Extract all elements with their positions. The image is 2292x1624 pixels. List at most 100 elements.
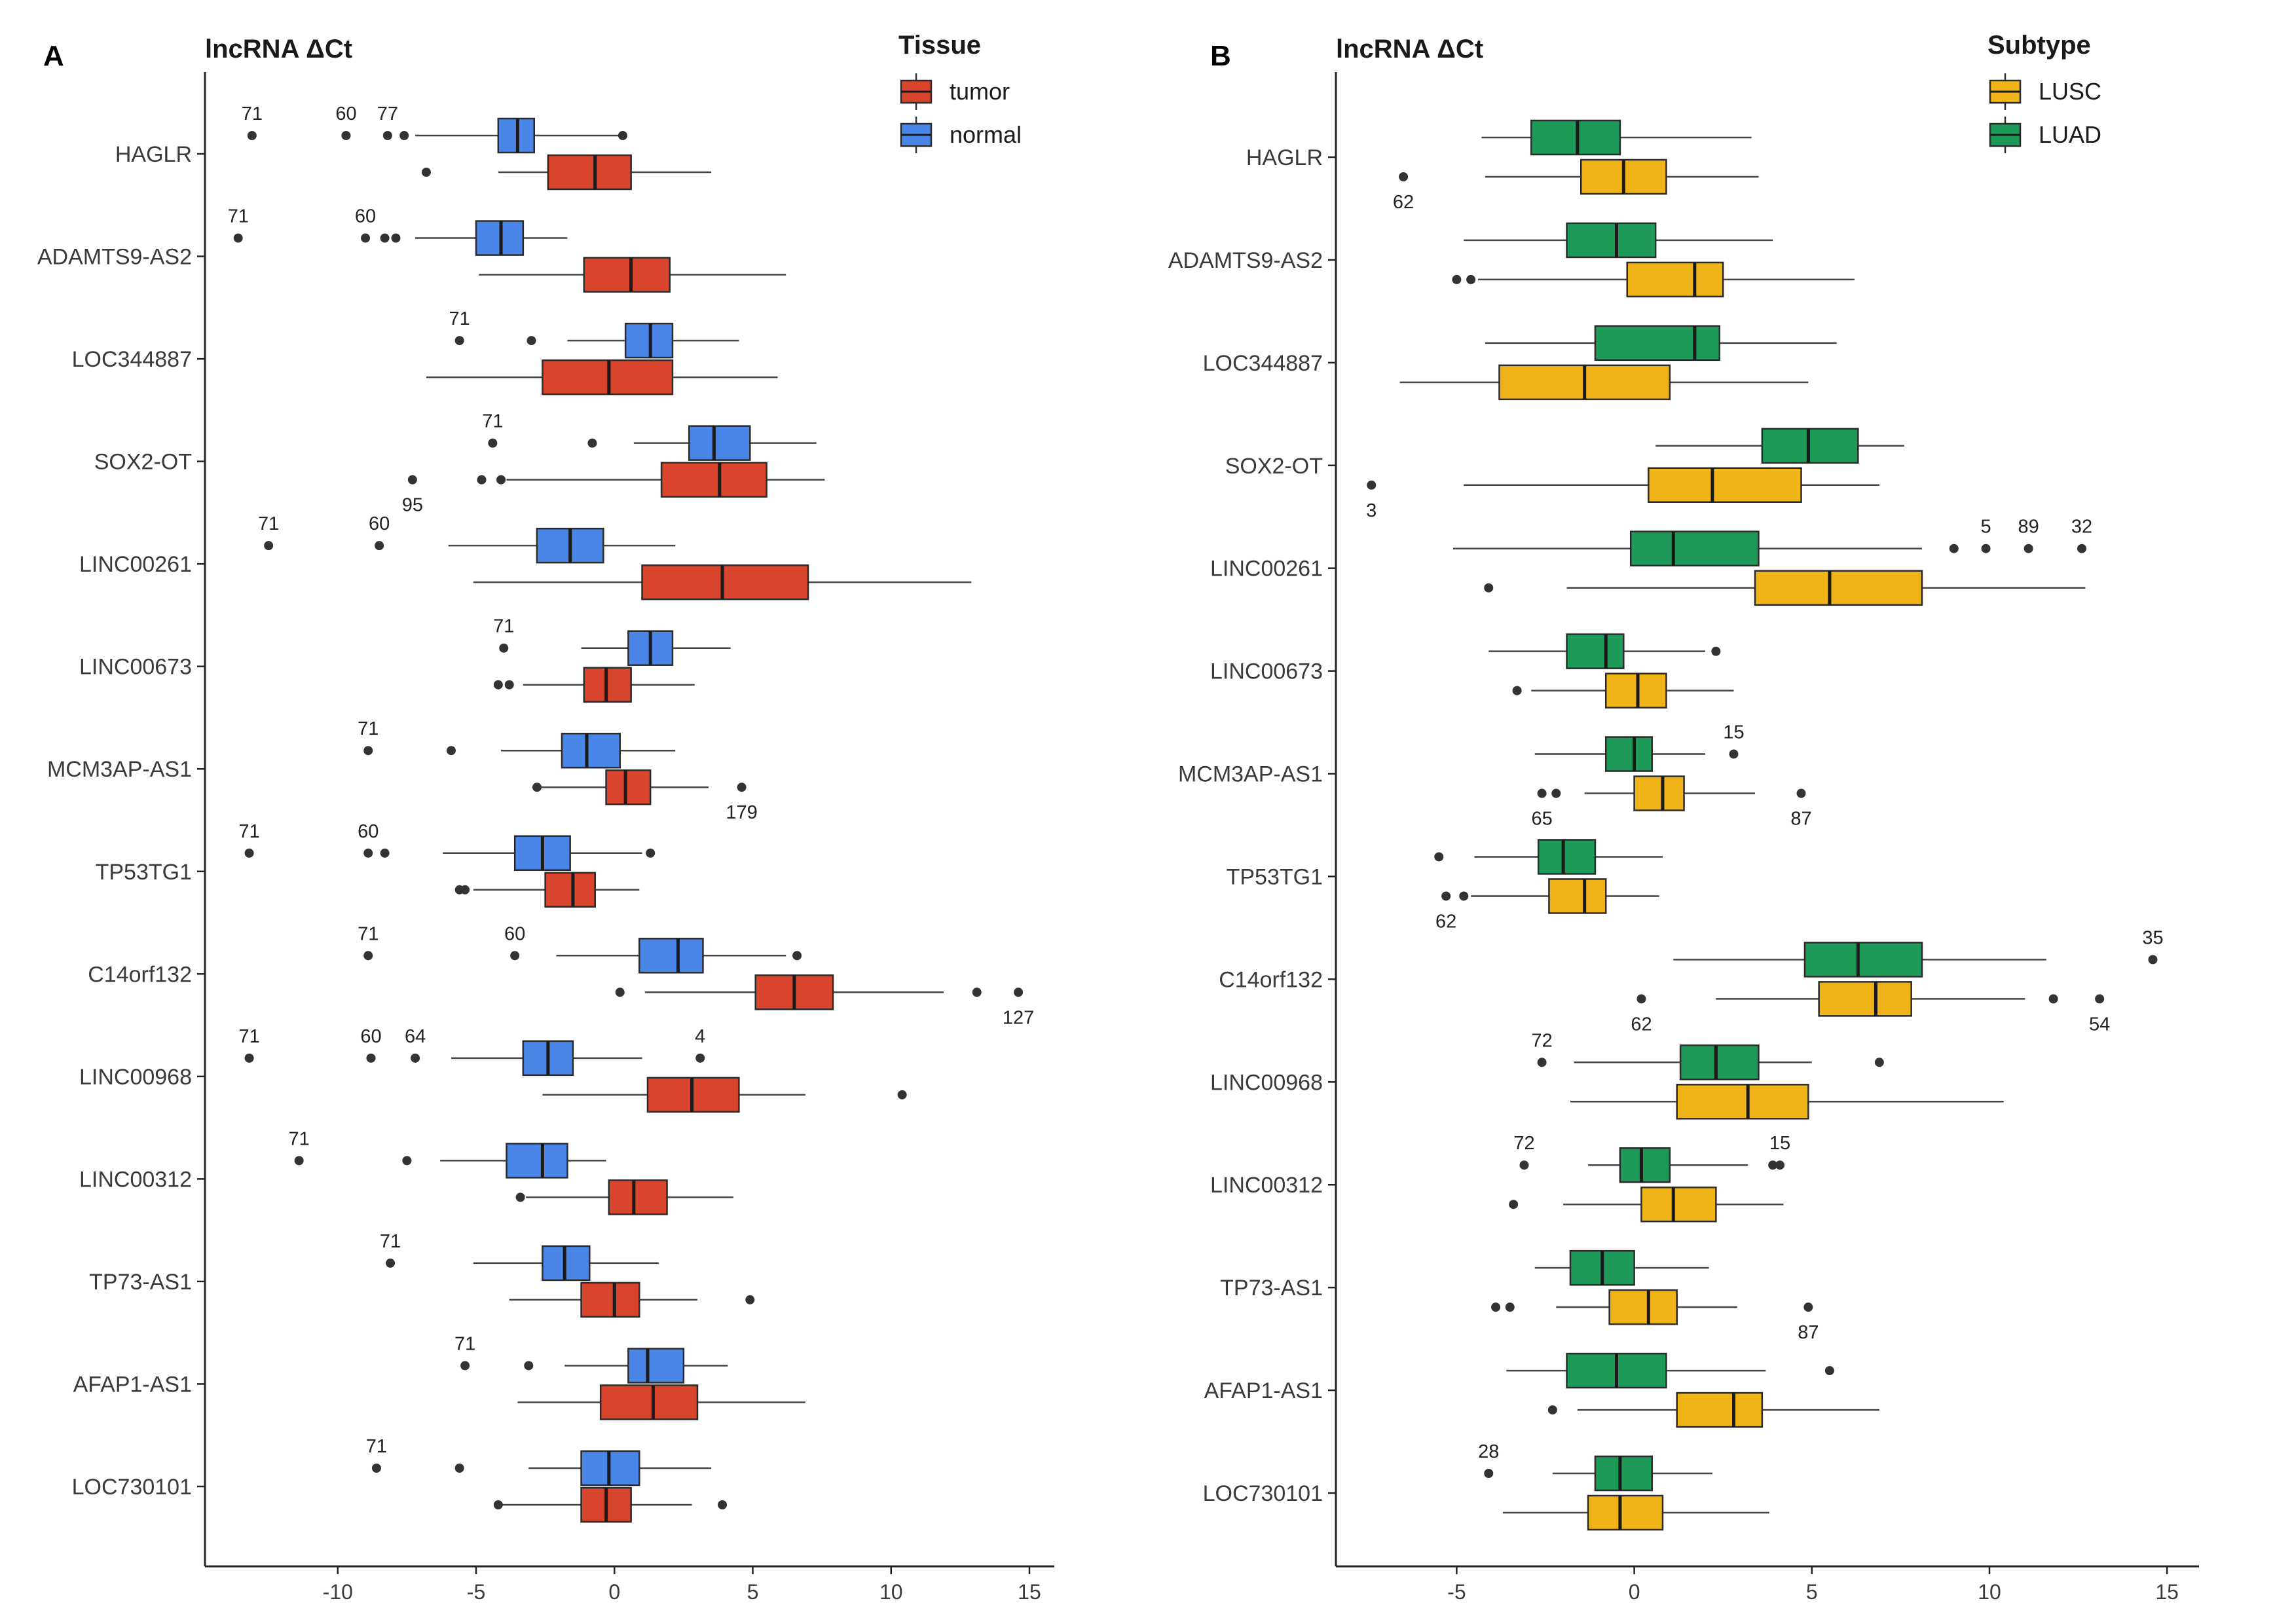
panel-label: B xyxy=(1210,40,1231,72)
box-adamts9-as2-luad xyxy=(1566,222,1657,259)
y-category-label: HAGLR xyxy=(1246,145,1323,170)
box-adamts9-as2-tumor xyxy=(583,257,671,293)
y-category-label: TP73-AS1 xyxy=(1220,1276,1323,1301)
y-category-label: LOC344887 xyxy=(72,347,192,372)
box-mcm3ap-as1-normal xyxy=(561,732,621,769)
box-linc00968-normal-outlier-label: 4 xyxy=(695,1026,705,1047)
x-tick-label: 0 xyxy=(1629,1580,1640,1604)
y-category-label: MCM3AP-AS1 xyxy=(1178,762,1323,787)
box-c14orf132-normal-outlier-label: 60 xyxy=(504,923,525,944)
box-linc00312-normal xyxy=(506,1143,568,1179)
box-afap1-as1-lusc xyxy=(1676,1392,1764,1428)
box-tp53tg1-tumor xyxy=(544,872,596,908)
box-tp73-as1-lusc-outlier-label: 87 xyxy=(1798,1322,1819,1343)
panel-label: A xyxy=(43,40,64,72)
box-adamts9-as2-normal-outlier-point xyxy=(391,233,401,243)
x-tick-label: 15 xyxy=(2155,1580,2179,1604)
box-haglr-normal-outlier-label: 60 xyxy=(335,103,356,124)
y-category-label: LOC730101 xyxy=(72,1475,192,1500)
box-tp53tg1-lusc-outlier-label: 62 xyxy=(1435,911,1456,932)
y-category-label: TP73-AS1 xyxy=(89,1270,192,1295)
box-adamts9-as2-lusc xyxy=(1626,261,1724,298)
box-linc00968-normal-outlier-point xyxy=(695,1053,705,1063)
box-adamts9-as2-normal-outlier-label: 71 xyxy=(228,206,249,227)
box-linc00312-luad-outlier-point xyxy=(1519,1160,1529,1170)
box-c14orf132-lusc-outlier-point xyxy=(2095,994,2105,1004)
box-loc730101-normal-outlier-label: 71 xyxy=(366,1436,387,1457)
y-category-label: LINC00968 xyxy=(79,1065,192,1090)
y-category-label: LOC344887 xyxy=(1203,351,1323,376)
box-sox2-ot-lusc-outlier-point xyxy=(1367,480,1377,490)
y-category-label: LINC00968 xyxy=(1210,1070,1323,1095)
box-sox2-ot-tumor-outlier-label: 95 xyxy=(402,495,423,516)
box-sox2-ot-tumor-outlier-point xyxy=(477,475,487,485)
box-linc00968-normal-outlier-label: 60 xyxy=(360,1026,381,1047)
box-mcm3ap-as1-tumor-outlier-label: 179 xyxy=(726,802,757,823)
box-mcm3ap-as1-lusc-outlier-label: 87 xyxy=(1790,809,1811,830)
box-linc00968-normal-outlier-point xyxy=(244,1053,254,1063)
box-linc00968-luad-outlier-label: 72 xyxy=(1531,1030,1552,1051)
box-linc00312-luad xyxy=(1619,1147,1671,1183)
x-tick-label: -5 xyxy=(467,1580,485,1604)
box-sox2-ot-tumor-outlier-point xyxy=(407,475,417,485)
box-linc00673-normal-outlier-label: 71 xyxy=(493,616,514,637)
box-tp73-as1-lusc-outlier-point xyxy=(1803,1302,1813,1312)
chart-title: lncRNA ΔCt xyxy=(1336,35,1483,64)
box-adamts9-as2-lusc-outlier-point xyxy=(1466,274,1476,284)
box-sox2-ot-normal xyxy=(688,425,751,461)
legend-label-luad: LUAD xyxy=(2039,121,2101,148)
y-category-label: LINC00261 xyxy=(79,552,192,577)
box-loc344887-luad xyxy=(1594,325,1721,361)
box-c14orf132-tumor-outlier-point xyxy=(615,987,625,997)
box-haglr-normal-outlier-label: 71 xyxy=(242,103,263,124)
box-linc00261-lusc-outlier-point xyxy=(1484,583,1494,593)
y-category-label: LINC00673 xyxy=(79,655,192,680)
box-linc00312-normal-outlier-point xyxy=(402,1156,412,1166)
box-linc00968-normal-outlier-point xyxy=(366,1053,376,1063)
box-linc00673-tumor-outlier-point xyxy=(493,680,503,690)
box-loc730101-luad-outlier-point xyxy=(1484,1469,1494,1478)
y-category-label: LINC00261 xyxy=(1210,557,1323,581)
y-category-label: LINC00312 xyxy=(79,1167,192,1192)
box-c14orf132-lusc-outlier-label: 62 xyxy=(1631,1014,1652,1035)
box-haglr-lusc-outlier-label: 62 xyxy=(1393,192,1414,213)
box-mcm3ap-as1-tumor xyxy=(605,769,652,805)
box-tp53tg1-normal-outlier-point xyxy=(646,848,656,858)
box-linc00968-normal-outlier-label: 71 xyxy=(238,1026,259,1047)
box-linc00312-lusc-outlier-point xyxy=(1509,1200,1519,1209)
box-linc00261-lusc xyxy=(1754,570,1923,606)
box-linc00312-luad-outlier-point xyxy=(1768,1160,1778,1170)
box-linc00673-luad-outlier-point xyxy=(1711,646,1721,656)
box-linc00261-luad-outlier-label: 89 xyxy=(2018,517,2039,538)
box-tp53tg1-normal-outlier-label: 60 xyxy=(358,821,379,842)
box-linc00968-tumor-outlier-point xyxy=(897,1090,907,1099)
box-c14orf132-tumor-outlier-point xyxy=(1014,987,1024,997)
box-tp73-as1-normal-outlier-label: 71 xyxy=(380,1231,401,1252)
box-tp73-as1-lusc-outlier-point xyxy=(1505,1302,1515,1312)
box-tp53tg1-lusc-outlier-point xyxy=(1459,891,1469,901)
box-haglr-normal-outlier-point xyxy=(247,131,257,140)
box-loc344887-normal-outlier-point xyxy=(454,336,464,346)
box-loc730101-normal-outlier-point xyxy=(371,1464,381,1473)
box-linc00261-normal-outlier-point xyxy=(264,541,274,551)
x-tick-label: 10 xyxy=(879,1580,903,1604)
chart-title: lncRNA ΔCt xyxy=(205,35,352,64)
box-c14orf132-tumor-outlier-label: 127 xyxy=(1003,1007,1034,1028)
box-adamts9-as2-normal-outlier-label: 60 xyxy=(355,206,376,227)
box-linc00312-tumor xyxy=(608,1179,668,1215)
y-category-label: TP53TG1 xyxy=(1227,864,1323,889)
box-tp53tg1-tumor-outlier-point xyxy=(460,885,470,895)
box-sox2-ot-lusc xyxy=(1648,467,1802,504)
box-linc00261-luad-outlier-point xyxy=(1981,544,1991,553)
box-linc00312-tumor-outlier-point xyxy=(515,1192,525,1202)
box-loc730101-luad xyxy=(1594,1455,1653,1492)
box-mcm3ap-as1-lusc-outlier-point xyxy=(1796,788,1806,798)
x-tick-label: -5 xyxy=(1447,1580,1466,1604)
box-haglr-tumor xyxy=(547,154,632,191)
box-haglr-normal-outlier-point xyxy=(618,131,627,140)
x-tick-label: -10 xyxy=(323,1580,353,1604)
box-sox2-ot-luad xyxy=(1761,428,1859,464)
box-mcm3ap-as1-lusc-outlier-label: 65 xyxy=(1531,809,1552,830)
